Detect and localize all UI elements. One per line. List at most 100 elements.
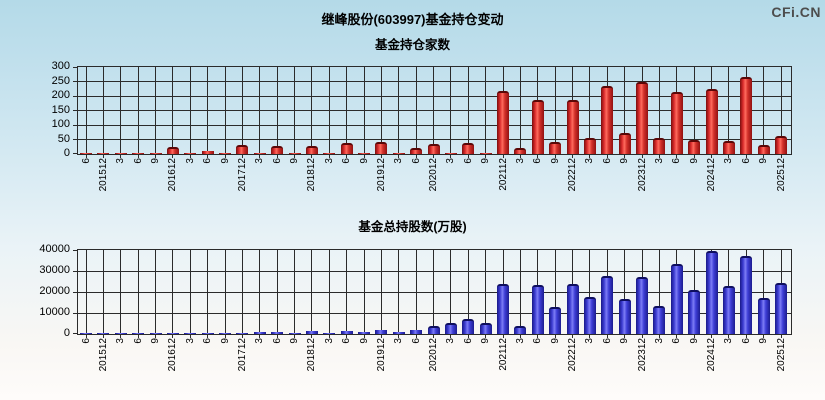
y-tick-mark [73, 95, 77, 97]
bar-6 [201, 150, 214, 154]
gridline-v [398, 67, 400, 154]
x-tick-label: 202112 [497, 338, 509, 371]
x-tick-mark [172, 155, 174, 158]
x-tick-mark [207, 155, 209, 158]
gridline-v [311, 250, 313, 334]
gridline-v [398, 250, 400, 334]
bar-3 [392, 152, 405, 154]
bar-6 [340, 331, 353, 334]
bar-3 [583, 296, 596, 334]
gridline-v [120, 67, 122, 154]
gridline-v [259, 250, 261, 334]
bar-6 [80, 332, 92, 334]
x-tick-label: 3 [393, 158, 405, 164]
x-tick-label: 202012 [428, 338, 439, 372]
bar-9 [549, 141, 562, 154]
x-tick-mark [658, 335, 660, 338]
bar-3 [253, 332, 266, 334]
bar-3 [323, 332, 336, 334]
bar-201712 [236, 144, 249, 154]
x-tick-mark [398, 335, 400, 338]
gridline-v [276, 67, 278, 154]
x-tick-label: 201612 [167, 158, 179, 192]
x-tick-mark [519, 335, 521, 338]
bar-3 [444, 152, 457, 154]
bar-6 [670, 91, 683, 154]
x-tick-mark [328, 155, 330, 158]
x-tick-mark [711, 155, 712, 158]
x-tick-mark [554, 335, 556, 338]
bar-6 [740, 77, 753, 154]
gridline-v [137, 250, 139, 334]
x-tick-mark [606, 335, 608, 338]
x-tick-mark [641, 155, 643, 158]
x-tick-label: 9 [358, 338, 370, 344]
x-tick-label: 3 [723, 158, 735, 164]
gridline-v [693, 67, 695, 154]
gridline-v [380, 250, 382, 334]
x-tick-mark [780, 155, 782, 158]
gridline-v [415, 67, 417, 154]
x-tick-label: 202212 [567, 158, 578, 192]
x-tick-mark [624, 335, 626, 338]
bar-3 [323, 152, 336, 154]
x-tick-label: 3 [115, 158, 127, 164]
bar-201612 [166, 147, 179, 154]
x-tick-mark [485, 155, 487, 158]
x-tick-label: 9 [289, 338, 300, 344]
gridline-v [102, 250, 104, 334]
x-tick-mark [572, 335, 573, 338]
x-tick-label: 9 [688, 338, 700, 344]
x-tick-mark [85, 155, 87, 158]
x-tick-label: 6 [462, 158, 474, 164]
x-tick-label: 3 [514, 338, 526, 344]
gridline-v [85, 250, 87, 334]
x-tick-label: 202112 [497, 158, 509, 191]
gridline-v [450, 67, 452, 154]
fund-shares-plot-area: 0 10000 20000 30000 40000 6 201512 3 6 9 201612 3 6 9… [39, 244, 792, 371]
gridline-v [433, 67, 434, 154]
bar-202412 [705, 89, 718, 154]
y-tick-label: 300 [51, 60, 70, 72]
x-tick-mark [311, 335, 313, 338]
bar-9 [358, 332, 370, 334]
x-tick-label: 6 [271, 158, 283, 164]
gridline-h [78, 95, 791, 97]
x-tick-mark [224, 335, 226, 338]
x-tick-mark [415, 335, 417, 338]
bar-3 [392, 331, 405, 334]
bar-9 [688, 139, 701, 154]
x-tick-label: 9 [150, 158, 161, 164]
bar-3 [184, 152, 197, 154]
bar-202312 [636, 82, 648, 154]
gridline-v [346, 67, 348, 154]
gridline-v [120, 250, 122, 334]
x-tick-label: 3 [323, 338, 335, 344]
bar-6 [601, 86, 614, 154]
x-tick-mark [172, 335, 174, 338]
fund-shares-chart-title: 基金总持股数(万股) [358, 220, 467, 234]
cfi-watermark: CFi.CN [771, 4, 821, 20]
bar-9 [757, 298, 770, 334]
y-tick-mark [73, 81, 77, 82]
x-tick-mark [467, 335, 469, 338]
gridline-v [224, 67, 226, 154]
gridline-v [259, 67, 261, 154]
bar-201812 [305, 145, 318, 154]
gridline-v [728, 67, 730, 154]
x-tick-label: 9 [688, 158, 700, 164]
gridline-v [294, 67, 295, 154]
gridline-v [363, 67, 365, 154]
bar-3 [184, 332, 197, 334]
x-tick-mark [745, 335, 747, 338]
gridline-h [78, 81, 791, 82]
x-tick-mark [137, 155, 139, 158]
fund-count-plot-area: 0 50 100 150 200 250 300 6 201512 3 6 9 201612 3 6 9 201… [52, 61, 792, 191]
x-tick-mark [658, 155, 660, 158]
bar-6 [271, 332, 284, 334]
bar-9 [618, 298, 631, 334]
x-tick-label: 9 [358, 158, 370, 164]
x-tick-mark [137, 335, 139, 338]
x-tick-label: 9 [619, 158, 631, 164]
bar-201712 [236, 332, 249, 334]
